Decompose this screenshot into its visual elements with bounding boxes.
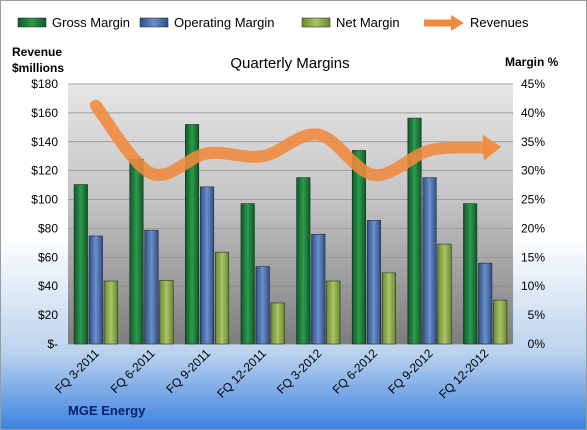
chart-title: Quarterly Margins: [230, 55, 349, 72]
right-tick-label: 0%: [528, 337, 546, 351]
right-tick-label: 45%: [521, 77, 545, 91]
bar-operating-margin: [311, 233, 326, 345]
right-tick-label: 40%: [521, 106, 545, 120]
left-tick-label: $20: [38, 308, 58, 322]
left-tick-label: $-: [47, 337, 58, 351]
bar-gross-margin: [240, 203, 255, 345]
right-tick-label: 30%: [521, 164, 545, 178]
left-tick-label: $180: [31, 77, 58, 91]
right-tick-label: 35%: [521, 135, 545, 149]
right-tick-label: 5%: [528, 308, 546, 322]
legend-swatch: [301, 17, 331, 28]
legend-label: Operating Margin: [174, 15, 274, 30]
right-tick-label: 15%: [521, 250, 545, 264]
bar-gross-margin: [185, 124, 200, 345]
bar-gross-margin: [129, 158, 144, 345]
bar-net-margin: [326, 280, 341, 345]
bar-operating-margin: [88, 235, 103, 345]
left-tick-label: $140: [31, 135, 58, 149]
right-tick-label: 25%: [521, 193, 545, 207]
bar-operating-margin: [366, 220, 381, 345]
bar-gross-margin: [463, 203, 478, 345]
revenue-line-arrowhead: [482, 134, 502, 161]
right-axis-ticks: 0% 5% 10% 15% 20% 25% 30% 35% 40% 45%: [521, 77, 545, 351]
bar-net-margin: [215, 251, 230, 345]
right-tick-label: 10%: [521, 279, 545, 293]
bar-gross-margin: [73, 184, 88, 345]
bar-operating-margin: [144, 229, 159, 345]
bar-operating-margin: [200, 186, 215, 345]
left-tick-label: $120: [31, 164, 58, 178]
bar-gross-margin: [351, 150, 366, 345]
revenue-line: [89, 99, 502, 182]
bar-net-margin: [493, 299, 508, 345]
left-axis-label-line1: Revenue: [12, 45, 62, 59]
right-axis-label: Margin %: [505, 55, 559, 69]
left-tick-label: $40: [38, 279, 58, 293]
bar-gross-margin: [407, 117, 422, 345]
left-axis-ticks: $- $20 $40 $60 $80 $100 $120 $140 $160 $180: [31, 77, 58, 351]
right-tick-label: 20%: [521, 221, 545, 235]
legend-swatch-arrowhead: [451, 15, 464, 31]
bar-net-margin: [270, 302, 285, 345]
legend-swatch: [139, 17, 169, 28]
left-tick-label: $80: [38, 221, 58, 235]
left-tick-label: $100: [31, 193, 58, 207]
left-tick-label: $160: [31, 106, 58, 120]
bar-operating-margin: [478, 262, 493, 345]
bar-net-margin: [159, 280, 174, 345]
legend-swatch: [17, 17, 47, 28]
bar-net-margin: [103, 280, 118, 345]
source-label: MGE Energy: [68, 403, 146, 418]
left-tick-label: $60: [38, 250, 58, 264]
left-axis-label-line2: $millions: [12, 61, 64, 75]
bar-net-margin: [381, 272, 396, 345]
bar-gross-margin: [296, 177, 311, 345]
legend: Gross Margin Operating Margin Net Margin Re…: [17, 15, 529, 31]
legend-label: Gross Margin: [52, 15, 130, 30]
bar-operating-margin: [255, 266, 270, 345]
bar-net-margin: [437, 243, 452, 345]
bar-operating-margin: [422, 177, 437, 345]
legend-label: Revenues: [470, 15, 529, 30]
legend-label: Net Margin: [336, 15, 400, 30]
